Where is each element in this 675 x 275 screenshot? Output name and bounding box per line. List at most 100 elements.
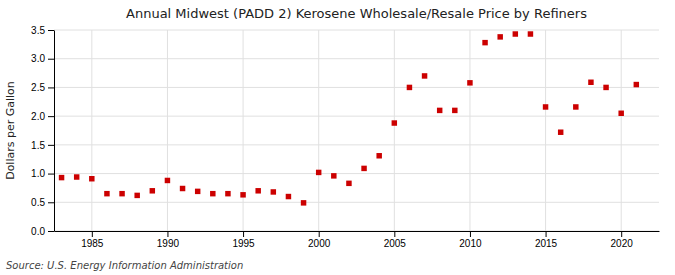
point xyxy=(482,40,487,45)
y-tick: 1.5 xyxy=(31,140,54,151)
point xyxy=(528,31,533,36)
point xyxy=(225,191,230,196)
x-tick-mark xyxy=(92,231,93,237)
x-tick-label: 2000 xyxy=(308,238,331,249)
y-tick-label: 2.0 xyxy=(31,111,45,122)
point xyxy=(286,194,291,199)
x-tick: 2020 xyxy=(611,231,634,249)
grid-line-y xyxy=(54,202,659,203)
point xyxy=(634,82,639,87)
x-tick-label: 2010 xyxy=(459,238,482,249)
y-tick-mark xyxy=(48,59,54,60)
y-tick-label: 1.0 xyxy=(31,168,45,179)
grid-line-x xyxy=(469,30,470,231)
y-tick-mark xyxy=(48,174,54,175)
y-tick: 2.0 xyxy=(31,111,54,122)
point xyxy=(603,85,608,90)
y-tick: 3.5 xyxy=(31,25,54,36)
x-tick-mark xyxy=(243,231,244,237)
point xyxy=(407,85,412,90)
grid-line-x xyxy=(167,30,168,231)
point xyxy=(74,174,79,179)
y-tick: 0.0 xyxy=(31,226,54,237)
y-tick-mark xyxy=(48,202,54,203)
x-tick: 2005 xyxy=(384,231,407,249)
y-tick-label: 0.0 xyxy=(31,226,45,237)
y-axis: 0.0 0.5 1.0 1.5 2.0 2.5 3.0 3.5 xyxy=(31,25,54,237)
x-axis: 19851990199520002005201020152020 xyxy=(55,231,660,249)
point xyxy=(240,192,245,197)
y-tick: 3.0 xyxy=(31,53,54,64)
point xyxy=(573,104,578,109)
x-tick-mark xyxy=(470,231,471,237)
grid-line-y xyxy=(54,144,659,145)
point xyxy=(165,178,170,183)
chart-svg: 198519901995200020052010201520200.00.51.… xyxy=(0,0,675,275)
x-tick: 1995 xyxy=(232,231,255,249)
point xyxy=(513,31,518,36)
grid xyxy=(54,30,659,231)
grid-line-y xyxy=(54,30,659,31)
point xyxy=(422,73,427,78)
grid-line-x xyxy=(545,30,546,231)
y-tick: 2.5 xyxy=(31,82,54,93)
y-tick-mark xyxy=(48,87,54,88)
point xyxy=(180,186,185,191)
grid-line-y xyxy=(54,87,659,88)
y-tick-label: 0.5 xyxy=(31,197,45,208)
points xyxy=(59,31,639,205)
x-tick: 1985 xyxy=(81,231,104,249)
point xyxy=(618,111,623,116)
point xyxy=(134,193,139,198)
x-tick: 2010 xyxy=(459,231,482,249)
point xyxy=(392,120,397,125)
y-tick-label: 3.5 xyxy=(31,25,45,36)
y-tick: 0.5 xyxy=(31,197,54,208)
y-tick-mark xyxy=(48,30,54,31)
x-tick-mark xyxy=(319,231,320,237)
point xyxy=(316,170,321,175)
x-tick-label: 1990 xyxy=(157,238,180,249)
title: Annual Midwest (PADD 2) Kerosene Wholesa… xyxy=(126,6,587,21)
y-tick-mark xyxy=(48,145,54,146)
grid-line-x xyxy=(318,30,319,231)
x-tick-mark xyxy=(546,231,547,237)
y-axis-line xyxy=(54,31,55,232)
x-tick-mark xyxy=(394,231,395,237)
point xyxy=(119,191,124,196)
y-tick-label: 1.5 xyxy=(31,140,45,151)
x-tick: 2000 xyxy=(308,231,331,249)
grid-line-y xyxy=(54,58,659,59)
point xyxy=(497,34,502,39)
y-tick: 1.0 xyxy=(31,168,54,179)
x-tick-mark xyxy=(167,231,168,237)
x-tick-label: 1995 xyxy=(232,238,255,249)
point xyxy=(195,189,200,194)
point xyxy=(588,80,593,85)
y-tick-mark xyxy=(48,116,54,117)
point xyxy=(558,129,563,134)
grid-line-y xyxy=(54,173,659,174)
grid-line-x xyxy=(621,30,622,231)
grid-line-x xyxy=(394,30,395,231)
point xyxy=(437,108,442,113)
point xyxy=(346,181,351,186)
point xyxy=(210,191,215,196)
x-axis-line xyxy=(55,231,660,232)
chart-container: 198519901995200020052010201520200.00.51.… xyxy=(0,0,675,275)
x-tick-label: 2005 xyxy=(384,238,407,249)
grid-line-y xyxy=(54,231,659,232)
y-tick-label: 2.5 xyxy=(31,82,45,93)
point xyxy=(376,153,381,158)
x-tick-mark xyxy=(621,231,622,237)
point xyxy=(543,104,548,109)
point xyxy=(59,175,64,180)
x-tick-label: 2020 xyxy=(611,238,634,249)
grid-line-x xyxy=(91,30,92,231)
x-tick: 1990 xyxy=(157,231,180,249)
grid-line-y xyxy=(54,116,659,117)
point xyxy=(150,188,155,193)
point xyxy=(89,176,94,181)
x-tick-label: 1985 xyxy=(81,238,104,249)
grid-line-x xyxy=(243,30,244,231)
